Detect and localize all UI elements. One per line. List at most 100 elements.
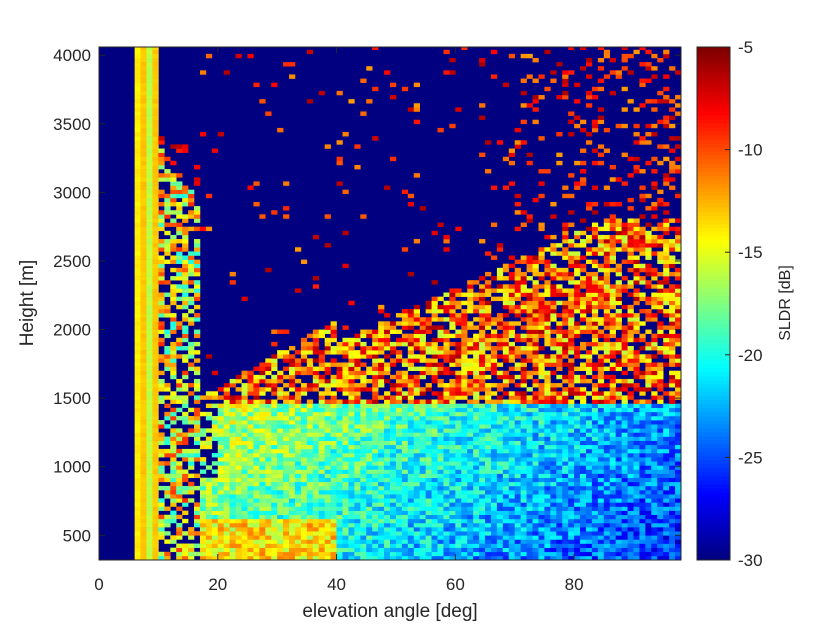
heatmap-cell xyxy=(514,288,521,293)
heatmap-cell xyxy=(455,481,462,487)
heatmap-cell xyxy=(336,181,343,186)
heatmap-cell xyxy=(312,436,320,441)
heatmap-cell xyxy=(413,510,420,516)
heatmap-cell xyxy=(585,239,593,244)
heatmap-cell xyxy=(538,193,545,199)
heatmap-cell xyxy=(360,473,367,478)
heatmap-cell xyxy=(419,555,426,560)
heatmap-cell xyxy=(437,502,444,507)
heatmap-cell xyxy=(597,518,605,524)
heatmap-cell xyxy=(176,543,183,548)
heatmap-cell xyxy=(277,354,284,359)
heatmap-cell xyxy=(473,317,480,322)
heatmap-cell xyxy=(485,308,492,314)
heatmap-cell xyxy=(431,498,438,503)
heatmap-cell xyxy=(283,502,290,507)
heatmap-cell xyxy=(556,313,563,318)
heatmap-cell xyxy=(390,374,397,380)
heatmap-cell xyxy=(134,502,141,507)
heatmap-cell xyxy=(330,453,337,458)
heatmap-cell xyxy=(520,543,527,548)
heatmap-cell xyxy=(188,547,195,553)
heatmap-cell xyxy=(152,288,159,293)
heatmap-cell xyxy=(158,263,165,269)
heatmap-cell xyxy=(514,420,521,425)
heatmap-cell xyxy=(146,280,153,285)
heatmap-cell xyxy=(532,502,539,507)
heatmap-cell xyxy=(401,461,409,466)
heatmap-cell xyxy=(134,189,141,195)
heatmap-cell xyxy=(188,543,195,548)
heatmap-cell xyxy=(526,152,533,158)
heatmap-cell xyxy=(229,555,236,560)
heatmap-cell xyxy=(152,395,159,400)
heatmap-cell xyxy=(544,395,551,400)
heatmap-cell xyxy=(413,551,420,557)
heatmap-cell xyxy=(259,518,266,524)
heatmap-cell xyxy=(211,502,219,507)
heatmap-cell xyxy=(265,440,272,446)
heatmap-cell xyxy=(342,522,349,528)
heatmap-cell xyxy=(550,271,557,277)
heatmap-cell xyxy=(366,457,373,462)
heatmap-cell xyxy=(401,313,409,318)
heatmap-cell xyxy=(312,490,320,495)
heatmap-cell xyxy=(568,403,575,409)
heatmap-cell xyxy=(384,444,391,450)
heatmap-cell xyxy=(134,276,141,281)
heatmap-cell xyxy=(455,531,462,536)
heatmap-cell xyxy=(390,514,397,520)
heatmap-cell xyxy=(152,66,159,71)
heatmap-cell xyxy=(300,341,308,347)
heatmap-cell xyxy=(152,300,159,306)
heatmap-cell xyxy=(217,420,225,425)
heatmap-cell xyxy=(306,457,314,462)
heatmap-cell xyxy=(300,420,308,425)
heatmap-cell xyxy=(134,177,141,182)
heatmap-cell xyxy=(562,333,569,339)
heatmap-cell xyxy=(176,193,183,199)
heatmap-cell xyxy=(188,267,195,273)
heatmap-cell xyxy=(176,202,183,207)
heatmap-cell xyxy=(330,522,337,528)
heatmap-cell xyxy=(419,444,426,450)
heatmap-cell xyxy=(455,415,462,421)
heatmap-cell xyxy=(520,415,527,421)
heatmap-cell xyxy=(496,453,504,458)
heatmap-cell xyxy=(140,111,147,116)
heatmap-cell xyxy=(241,481,248,487)
heatmap-cell xyxy=(170,239,177,244)
heatmap-cell xyxy=(176,490,183,495)
heatmap-cell xyxy=(532,506,539,511)
heatmap-cell xyxy=(526,399,533,404)
heatmap-cell xyxy=(241,506,248,511)
heatmap-cell xyxy=(520,428,527,433)
heatmap-cell xyxy=(550,543,557,548)
heatmap-cell xyxy=(461,481,468,487)
heatmap-cell xyxy=(401,535,409,540)
heatmap-cell xyxy=(342,230,349,236)
heatmap-cell xyxy=(211,453,219,458)
heatmap-cell xyxy=(514,551,521,557)
heatmap-cell xyxy=(306,387,314,392)
heatmap-cell xyxy=(526,53,533,59)
heatmap-cell xyxy=(538,181,545,186)
heatmap-cell xyxy=(241,535,248,540)
heatmap-cell xyxy=(603,485,611,491)
heatmap-cell xyxy=(461,555,468,560)
heatmap-cell xyxy=(556,284,563,289)
heatmap-cell xyxy=(194,436,201,441)
heatmap-cell xyxy=(544,494,551,499)
heatmap-cell xyxy=(277,436,284,441)
heatmap-cell xyxy=(591,366,599,372)
heatmap-cell xyxy=(170,366,177,372)
heatmap-cell xyxy=(277,522,284,528)
heatmap-cell xyxy=(152,448,159,454)
heatmap-cell xyxy=(425,403,432,409)
heatmap-cell xyxy=(556,329,563,334)
heatmap-cell xyxy=(182,325,189,330)
heatmap-cell xyxy=(455,432,462,437)
heatmap-cell xyxy=(324,469,331,474)
heatmap-cell xyxy=(544,325,551,330)
heatmap-cell xyxy=(306,407,314,413)
